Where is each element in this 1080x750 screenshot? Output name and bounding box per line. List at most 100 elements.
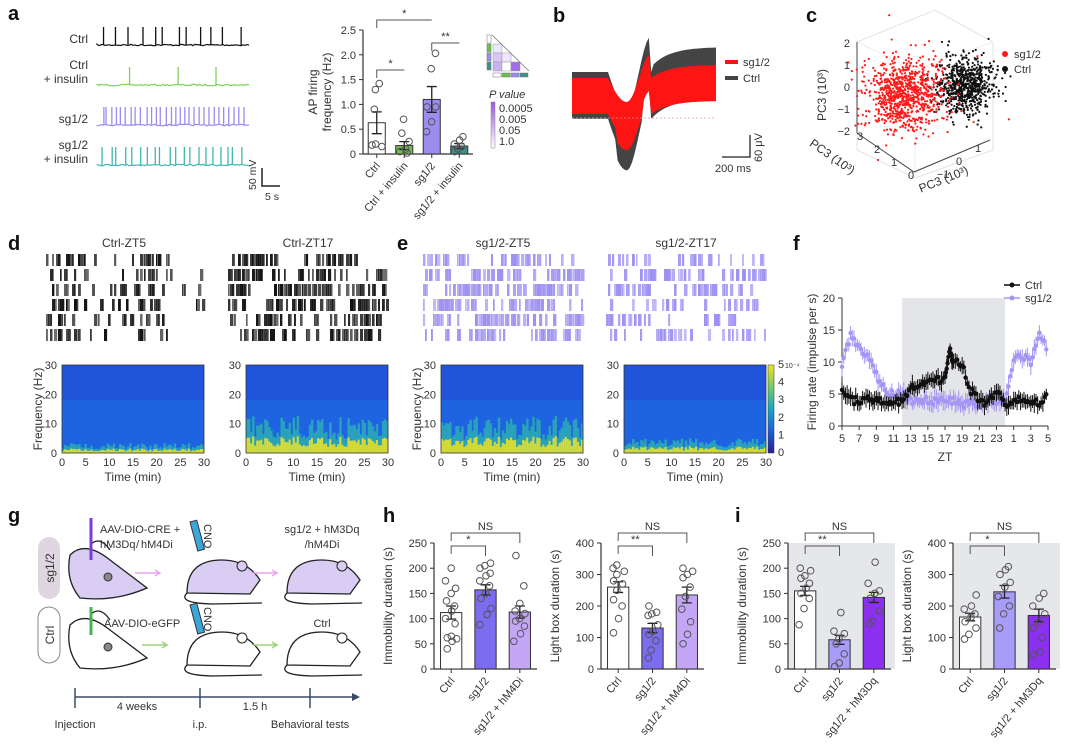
raster-spike: [306, 254, 309, 266]
raster-spike: [533, 314, 537, 326]
ctrl-point: [974, 86, 977, 89]
y-tick-label: 0: [613, 448, 619, 460]
spectrogram-mid-power: [118, 444, 122, 453]
sg12-point: [927, 119, 930, 123]
spectrogram-mid-power: [656, 443, 659, 453]
spectrogram-mid-power: [165, 446, 168, 453]
y-axis-label: Immobility duration (s): [735, 547, 749, 665]
spectrogram-mid-power: [319, 421, 322, 453]
sg12-point: [946, 115, 949, 118]
raster-spike: [573, 314, 575, 326]
data-point: [447, 589, 455, 598]
raster-spike: [74, 329, 78, 341]
sg12-point: [919, 107, 922, 111]
sg12-point: [881, 118, 884, 121]
raster-spike: [646, 299, 649, 311]
raster-spike: [122, 314, 125, 326]
raster-spike: [555, 329, 557, 341]
data-point: [850, 394, 855, 400]
raster-spike: [138, 299, 142, 311]
raster-spike: [646, 284, 650, 296]
data-point: [370, 105, 379, 114]
ctrl-point: [986, 105, 989, 108]
spectrogram-mid-power: [554, 416, 558, 453]
sg12-point: [907, 53, 911, 56]
spectrogram-mid-power: [749, 442, 753, 453]
raster-spike: [158, 254, 162, 266]
spectrogram-high-power: [560, 441, 564, 453]
sg12-point: [856, 95, 859, 98]
raster-spike: [551, 299, 553, 311]
raster-spike: [346, 284, 350, 296]
sg12-point: [920, 91, 923, 94]
raster-spike: [344, 329, 347, 341]
sg12-point: [868, 110, 871, 113]
data-point: [422, 127, 431, 136]
raster-spike: [634, 284, 636, 296]
colorbar: [767, 364, 775, 454]
raster-spike: [356, 284, 359, 296]
spectrogram-mid-power: [161, 448, 164, 453]
ctrl-point: [975, 106, 978, 109]
raster-spike: [449, 284, 452, 296]
x-tick-label: sg1/2: [819, 675, 845, 703]
raster-spike: [614, 284, 617, 296]
legend-label: sg1/2: [1014, 49, 1041, 61]
y-tick-label: 1.5: [341, 75, 356, 87]
matrix-cell: [492, 61, 503, 72]
raster-spike: [539, 299, 541, 311]
spectrogram-mid-power: [514, 424, 517, 453]
data-point: [851, 336, 857, 341]
y-tick-label: 5: [829, 389, 835, 401]
raster-spike: [248, 284, 251, 296]
sg12-point: [950, 111, 953, 114]
raster-spike: [66, 269, 68, 281]
spectrogram-mid-power: [751, 438, 755, 453]
y-tick-label: 0: [956, 156, 962, 168]
raster-spike: [234, 269, 237, 281]
mouse-ear-icon: [236, 560, 248, 572]
raster-spike: [730, 284, 734, 296]
spectrogram-mid-power: [459, 432, 462, 453]
spectrogram-high-power: [509, 437, 513, 453]
sg12-point: [900, 110, 904, 113]
spectrogram-high-power: [705, 448, 708, 453]
sg12-point: [878, 94, 881, 97]
data-point: [1004, 562, 1013, 571]
pvalue-level: 0.005: [499, 114, 527, 126]
raster-spike: [656, 329, 660, 341]
x-tick-label: 5: [83, 457, 89, 469]
spectrogram-mid-power: [674, 441, 678, 453]
raster-spike: [50, 314, 53, 326]
ctrl-point: [975, 79, 978, 82]
spectrogram-high-power: [345, 446, 348, 453]
raster-spike: [274, 254, 277, 266]
raster-spike: [563, 329, 567, 341]
raster-spike: [374, 299, 377, 311]
raster-spike: [264, 329, 267, 341]
x-tick-label: 5: [1045, 433, 1051, 445]
raster-spike: [533, 299, 536, 311]
spectrogram-high-power: [658, 447, 661, 453]
data-point: [868, 358, 874, 364]
raster-spike: [447, 254, 450, 266]
sg12-point: [918, 116, 921, 120]
raster-spike: [684, 284, 688, 296]
ctrl-point: [966, 73, 970, 76]
spectrogram-mid-power: [169, 444, 172, 453]
raster-spike: [298, 284, 302, 296]
sg12-point: [880, 88, 883, 91]
spectrogram-mid-power: [108, 445, 112, 453]
x-tick-label: 30: [198, 457, 210, 469]
raster-spike: [278, 269, 280, 281]
raster-spike: [433, 299, 437, 311]
raster-spike: [551, 284, 554, 296]
y-tick-label: 150: [409, 588, 427, 600]
raster-spike: [461, 254, 465, 266]
raster-spike: [545, 254, 548, 266]
sg12-point: [928, 110, 932, 113]
ctrl-point: [982, 51, 985, 55]
spectrogram-mid-power: [662, 443, 665, 453]
sg12-point: [930, 88, 933, 91]
data-point: [848, 330, 853, 336]
